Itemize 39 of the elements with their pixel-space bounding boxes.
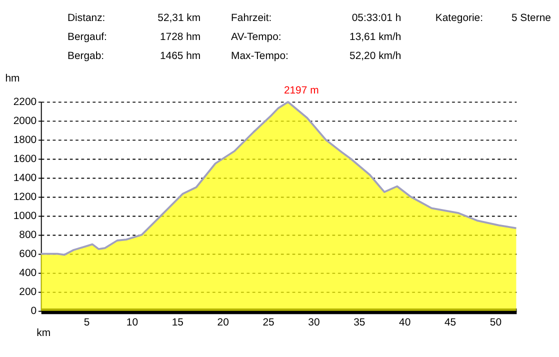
x-tick-label: 15 — [172, 318, 184, 329]
y-axis-title: hm — [5, 73, 20, 84]
y-tick-label: 2000 — [13, 116, 37, 128]
text: Distanz: — [68, 12, 106, 24]
text: 5 Sterne — [511, 12, 552, 24]
y-tick-label: 1800 — [13, 135, 37, 146]
y-tick-label: 600 — [19, 249, 37, 260]
text: 1465 hm — [160, 50, 201, 62]
text: Max-Tempo: — [231, 50, 288, 62]
y-tick-label: 1400 — [13, 173, 37, 184]
y-tick-label: 800 — [19, 230, 37, 242]
text: 52,31 km — [158, 12, 201, 24]
text: 1728 hm — [160, 32, 201, 43]
x-tick-label: 30 — [308, 318, 320, 329]
text: Kategorie: — [435, 12, 484, 24]
y-tick-label: 2200 — [13, 97, 37, 108]
x-tick-label: 25 — [262, 318, 275, 329]
y-tick-label: 1000 — [13, 211, 37, 222]
annotation: 2197 m — [284, 85, 319, 96]
x-tick-label: 50 — [490, 318, 502, 329]
x-tick-label: 45 — [444, 318, 456, 329]
y-tick-label: 200 — [19, 287, 37, 298]
text: AV-Tempo: — [231, 32, 282, 43]
y-tick-label: 400 — [19, 268, 37, 280]
text: Fahrzeit: — [231, 12, 272, 24]
y-tick-label: 1600 — [13, 154, 37, 166]
y-tick-label: 1200 — [13, 192, 37, 204]
x-tick-label: 20 — [217, 318, 230, 329]
text: 05:33:01 h — [352, 12, 402, 24]
y-tick-label: 0 — [30, 306, 37, 318]
text: 13,61 km/h — [350, 32, 402, 43]
text: Bergauf: — [68, 32, 107, 43]
text: 52,20 km/h — [350, 50, 402, 62]
text: Bergab: — [68, 50, 104, 62]
x-axis-title: km — [36, 328, 51, 340]
x-tick-label: 10 — [126, 318, 138, 329]
x-tick-label: 5 — [84, 318, 90, 329]
x-tick-label: 40 — [399, 318, 411, 329]
x-tick-label: 35 — [354, 318, 366, 329]
